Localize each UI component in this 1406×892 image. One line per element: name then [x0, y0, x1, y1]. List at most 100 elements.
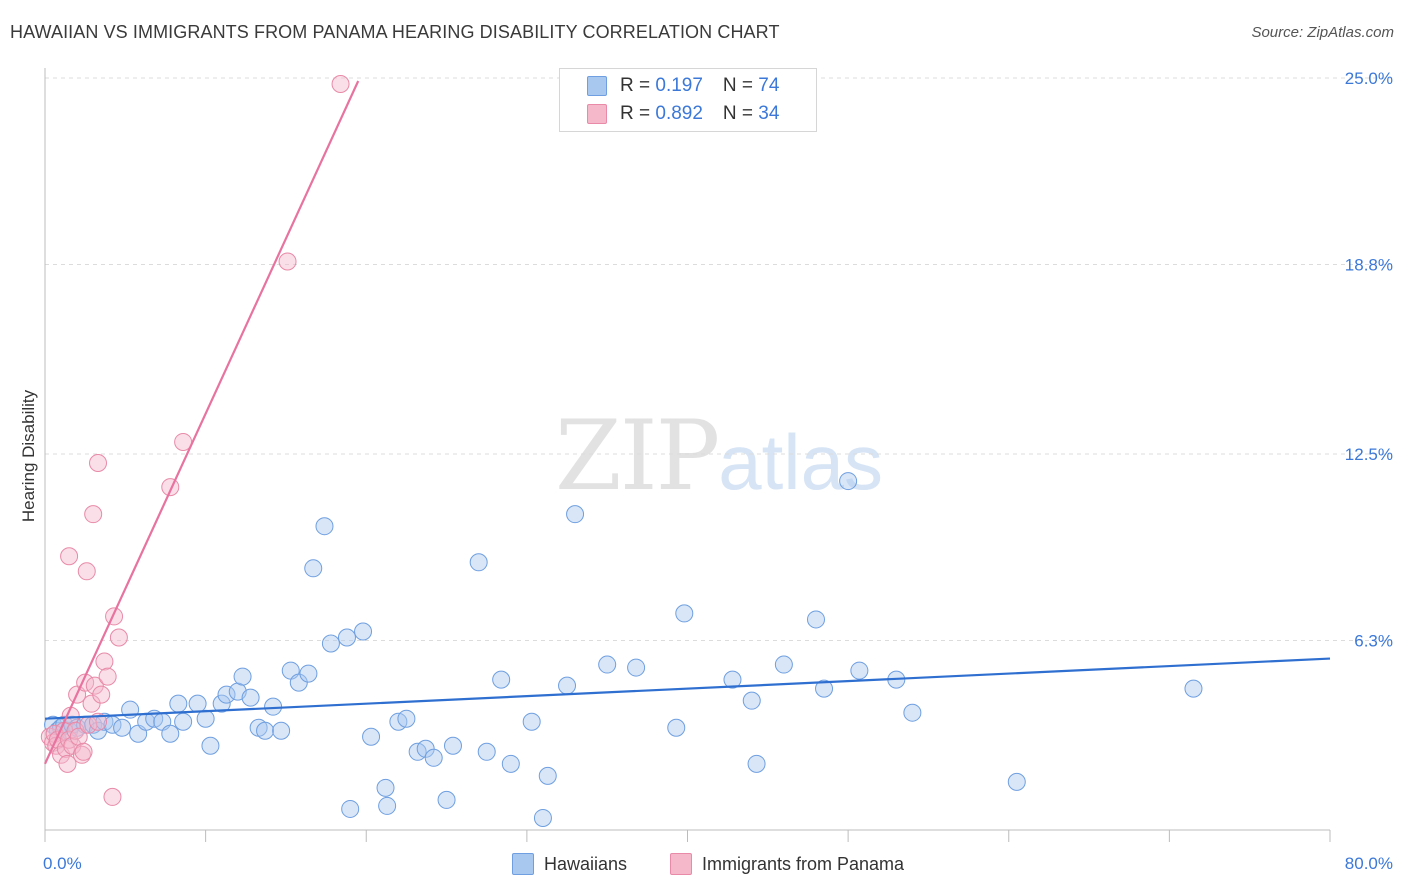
hawaiians-point: [903, 703, 922, 722]
hawaiians-point: [723, 670, 742, 689]
y-tick-label: 6.3%: [1354, 631, 1393, 650]
series-legend: Hawaiians Immigrants from Panama: [0, 852, 1406, 876]
panama-point: [331, 75, 350, 94]
watermark: ZIPatlas: [555, 400, 883, 512]
hawaiians-point: [742, 691, 761, 710]
legend-r-label: R =: [620, 103, 656, 124]
hawaiians-point: [443, 736, 462, 755]
panama-point: [109, 628, 128, 647]
hawaiians-point: [839, 472, 858, 491]
panama-point: [95, 652, 114, 671]
hawaiians-point: [233, 667, 252, 686]
panama-point: [74, 742, 93, 761]
hawaiians-point: [501, 754, 520, 773]
panama-point: [72, 745, 91, 764]
panama-trendline: [44, 80, 360, 765]
hawaiians-point: [1184, 679, 1203, 698]
y-tick-label: 18.8%: [1345, 255, 1393, 274]
x-tick-label: 0.0%: [43, 854, 82, 873]
chart-title: HAWAIIAN VS IMMIGRANTS FROM PANAMA HEARI…: [10, 22, 780, 42]
hawaiians-point: [174, 712, 193, 731]
hawaiians-point: [315, 517, 334, 536]
hawaiians-point: [188, 694, 207, 713]
hawaiians-point: [627, 658, 646, 677]
legend-r-value: 0.892: [655, 103, 703, 124]
panama-point: [58, 754, 77, 773]
hawaiians-point: [437, 790, 456, 809]
panama-point: [82, 694, 101, 713]
legend-row-hawaiians: R = 0.197 N = 74: [587, 73, 780, 99]
hawaiians-point: [113, 718, 132, 737]
hawaiians-point: [469, 553, 488, 572]
source-note: Source: ZipAtlas.com: [1251, 24, 1394, 41]
hawaiians-point: [321, 634, 340, 653]
panama-point: [278, 252, 297, 271]
panama-point: [63, 736, 82, 755]
legend-n-label: N =: [722, 103, 759, 124]
series-swatch-hawaiians: [512, 853, 534, 875]
hawaiians-point: [477, 742, 496, 761]
hawaiians-point: [774, 655, 793, 674]
hawaiians-point: [337, 628, 356, 647]
hawaiians-point: [289, 673, 308, 692]
hawaiians-point: [850, 661, 869, 680]
panama-point: [89, 454, 108, 473]
panama-point: [85, 676, 104, 695]
legend-n-value: 34: [758, 103, 780, 124]
watermark-atlas: atlas: [718, 418, 883, 506]
hawaiians-point: [667, 718, 686, 737]
hawaiians-point: [196, 709, 215, 728]
hawaiians-point: [566, 505, 585, 524]
hawaiians-point: [217, 685, 236, 704]
hawaiians-point: [538, 766, 557, 785]
hawaiians-point: [397, 709, 416, 728]
watermark-zip: ZIP: [555, 400, 720, 512]
hawaiians-point: [272, 721, 291, 740]
hawaiians-point: [815, 679, 834, 698]
legend-n-value: 74: [758, 75, 780, 96]
hawaiians-point: [747, 754, 766, 773]
y-tick-label: 25.0%: [1345, 69, 1393, 88]
hawaiians-point: [492, 670, 511, 689]
hawaiians-point: [376, 778, 395, 797]
panama-point: [105, 607, 124, 626]
panama-point: [98, 667, 117, 686]
legend-swatch-hawaiians: [587, 76, 607, 96]
hawaiians-point: [533, 808, 552, 827]
series-label-hawaiians: Hawaiians: [544, 853, 628, 874]
series-legend-hawaiians[interactable]: Hawaiians: [512, 852, 627, 876]
correlation-legend: R = 0.197 N = 74 R = 0.892 N = 34: [559, 68, 817, 132]
hawaiians-point: [169, 694, 188, 713]
panama-point: [84, 505, 103, 524]
hawaiians-point: [161, 724, 180, 743]
panama-point: [77, 562, 96, 581]
legend-row-panama: R = 0.892 N = 34: [587, 101, 780, 127]
hawaiians-point: [675, 604, 694, 623]
y-tick-label: 12.5%: [1345, 445, 1393, 464]
hawaiians-point: [201, 736, 220, 755]
panama-point: [103, 787, 122, 806]
hawaiians-point: [1007, 772, 1026, 791]
series-legend-panama[interactable]: Immigrants from Panama: [670, 852, 904, 876]
panama-point: [92, 685, 111, 704]
panama-point: [60, 547, 79, 566]
hawaiians-point: [241, 688, 260, 707]
hawaiians-point: [341, 799, 360, 818]
hawaiians-point: [522, 712, 541, 731]
legend-swatch-panama: [587, 104, 607, 124]
hawaiians-point: [304, 559, 323, 578]
series-label-panama: Immigrants from Panama: [702, 853, 905, 874]
legend-r-label: R =: [620, 75, 656, 96]
hawaiians-point: [354, 622, 373, 641]
hawaiians-point: [598, 655, 617, 674]
hawaiians-point: [212, 694, 231, 713]
hawaiians-point: [378, 796, 397, 815]
hawaiians-trendline: [44, 657, 1331, 720]
hawaiians-point: [807, 610, 825, 629]
hawaiians-point: [558, 676, 577, 695]
hawaiians-point: [424, 748, 443, 767]
hawaiians-point: [256, 721, 275, 740]
legend-r-value: 0.197: [655, 75, 703, 96]
x-tick-label: 80.0%: [1345, 854, 1393, 873]
